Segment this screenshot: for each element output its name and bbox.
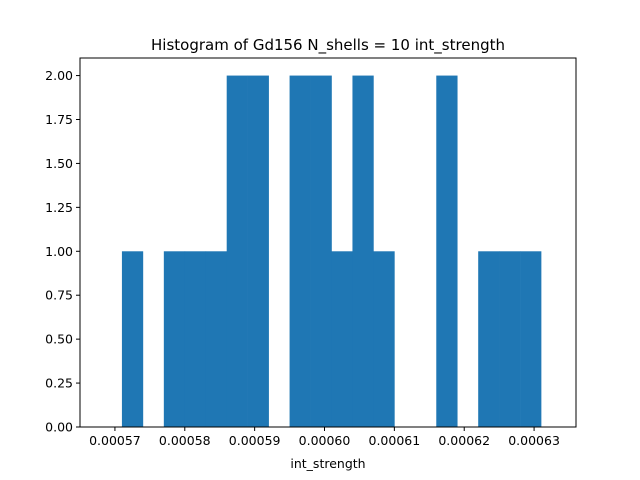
x-tick-label: 0.00060 [299, 433, 351, 448]
histogram-bar [121, 251, 144, 427]
y-tick-label: 0.50 [45, 332, 73, 347]
y-axis: 0.00 0.25 0.50 0.75 1.00 1.25 1.50 1.75 2.00 [45, 68, 80, 435]
histogram-bar [436, 75, 458, 427]
y-tick-label: 2.00 [45, 68, 73, 83]
histogram-bar [205, 251, 228, 427]
histogram-bar [310, 75, 332, 427]
y-tick-label: 1.75 [45, 112, 73, 127]
x-tick-label: 0.00063 [508, 433, 560, 448]
histogram-bar [478, 251, 500, 427]
histogram-bar [331, 251, 353, 427]
y-tick-label: 0.75 [45, 288, 73, 303]
chart-title: Histogram of Gd156 N_shells = 10 int_str… [151, 36, 505, 55]
histogram-bar [184, 251, 207, 427]
y-tick-label: 1.00 [45, 244, 73, 259]
y-tick-label: 1.25 [45, 200, 73, 215]
histogram-bar [163, 251, 186, 427]
histogram-bar [226, 75, 248, 427]
histogram-bar [373, 251, 395, 427]
histogram-bar [520, 251, 542, 427]
histogram-bar [499, 251, 521, 427]
x-axis-label: int_strength [290, 456, 365, 471]
x-tick-label: 0.00061 [369, 433, 421, 448]
y-tick-label: 1.50 [45, 156, 73, 171]
x-tick-label: 0.00057 [89, 433, 141, 448]
x-axis: 0.00057 0.00058 0.00059 0.00060 0.00061 0.000… [89, 427, 560, 448]
y-tick-label: 0.25 [45, 376, 73, 391]
plot-frame [79, 57, 577, 428]
histogram-bar [247, 75, 269, 427]
y-tick-label: 0.00 [45, 420, 73, 435]
histogram-bar [289, 75, 311, 427]
x-tick-label: 0.00062 [438, 433, 490, 448]
x-tick-label: 0.00059 [229, 433, 281, 448]
histogram-bar [352, 75, 374, 427]
x-tick-label: 0.00058 [159, 433, 211, 448]
bars-group [121, 75, 542, 427]
